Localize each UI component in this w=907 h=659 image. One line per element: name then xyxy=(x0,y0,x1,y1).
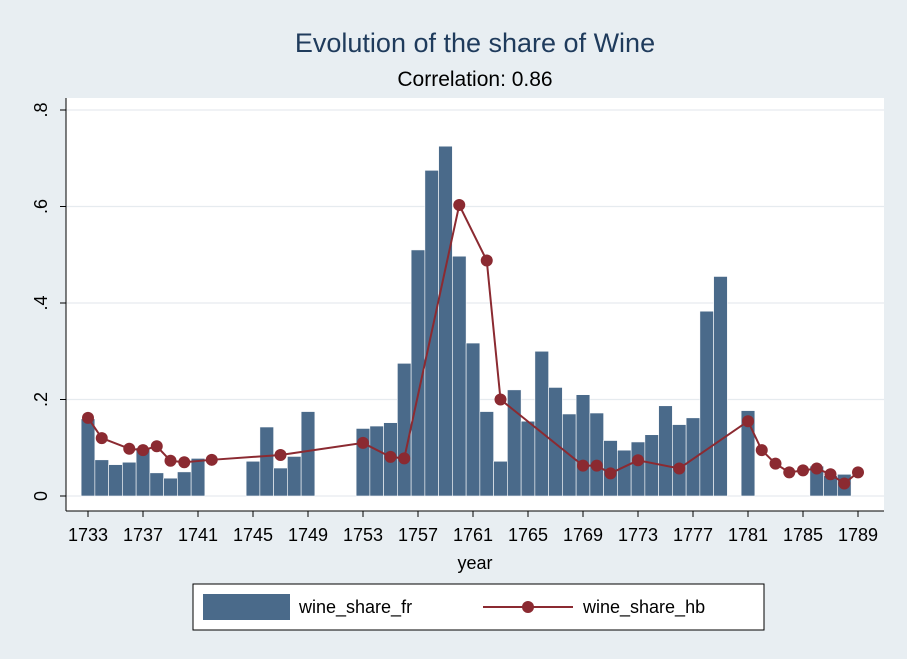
x-tick-label: 1769 xyxy=(563,525,603,545)
bar xyxy=(273,467,288,497)
bar xyxy=(699,310,714,497)
bar xyxy=(740,410,756,497)
bar xyxy=(479,411,494,497)
data-point xyxy=(590,459,603,472)
data-point xyxy=(838,477,851,490)
bar xyxy=(452,255,467,497)
x-tick-label: 1777 xyxy=(673,525,713,545)
bar-series xyxy=(80,145,852,497)
bar xyxy=(713,276,728,497)
x-tick-label: 1757 xyxy=(398,525,438,545)
data-point xyxy=(577,459,589,472)
data-point xyxy=(398,452,411,465)
x-tick-label: 1749 xyxy=(288,525,328,545)
data-point xyxy=(274,448,287,461)
bar xyxy=(259,426,274,497)
x-tick-label: 1765 xyxy=(508,525,548,545)
data-point xyxy=(95,432,108,445)
data-point xyxy=(494,393,507,406)
x-tick-label: 1785 xyxy=(783,525,823,545)
y-tick-label: 0 xyxy=(31,491,51,501)
data-point xyxy=(82,411,94,424)
data-point xyxy=(824,468,837,481)
data-point xyxy=(480,254,493,267)
bar xyxy=(493,460,508,497)
data-point xyxy=(852,466,864,479)
bar xyxy=(589,412,604,497)
data-point xyxy=(810,462,823,475)
bar xyxy=(658,405,673,497)
legend-swatch-marker xyxy=(522,601,534,613)
legend-label-bar: wine_share_fr xyxy=(298,597,412,618)
chart-subtitle: Correlation: 0.86 xyxy=(397,68,552,91)
data-point xyxy=(797,464,809,477)
bar xyxy=(245,460,261,497)
legend-label-line: wine_share_hb xyxy=(582,597,705,618)
x-tick-label: 1733 xyxy=(68,525,108,545)
bar xyxy=(548,387,563,497)
x-axis-ticks: 1733 1737 1741 1745 1749 1753 1757 1761 1765 1769… xyxy=(68,511,878,545)
data-point xyxy=(178,456,191,469)
x-tick-label: 1737 xyxy=(123,525,163,545)
data-point xyxy=(783,466,796,479)
bar xyxy=(575,394,591,497)
data-point xyxy=(632,454,644,467)
data-point xyxy=(150,440,163,453)
bar xyxy=(617,449,632,497)
data-point xyxy=(164,454,177,467)
data-point xyxy=(742,415,754,428)
y-tick-label: .4 xyxy=(31,295,51,310)
bar xyxy=(108,464,123,497)
data-point xyxy=(604,467,617,480)
data-point xyxy=(384,450,397,463)
x-tick-label: 1753 xyxy=(343,525,383,545)
x-tick-label: 1745 xyxy=(233,525,273,545)
bar xyxy=(644,434,659,497)
bar xyxy=(94,459,109,497)
bar xyxy=(80,418,96,497)
data-point xyxy=(205,453,218,466)
x-tick-label: 1773 xyxy=(618,525,658,545)
bar xyxy=(287,456,302,497)
x-tick-label: 1789 xyxy=(838,525,878,545)
bar xyxy=(672,424,687,497)
data-point xyxy=(769,457,782,470)
x-tick-label: 1741 xyxy=(178,525,218,545)
y-tick-label: .8 xyxy=(31,102,51,117)
bar xyxy=(520,420,536,497)
data-point xyxy=(137,444,149,457)
bar xyxy=(149,472,164,497)
bar xyxy=(190,458,206,497)
data-point xyxy=(123,442,136,455)
chart-title: Evolution of the share of Wine xyxy=(295,28,655,58)
bar xyxy=(300,411,316,497)
legend-swatch-bar xyxy=(203,594,290,620)
x-axis-title: year xyxy=(457,553,492,573)
bar xyxy=(465,342,481,497)
legend: wine_share_fr wine_share_hb xyxy=(192,583,765,631)
y-axis-ticks: 0 .2 .4 .6 .8 xyxy=(31,102,66,501)
x-tick-label: 1761 xyxy=(453,525,493,545)
bar xyxy=(163,477,178,497)
y-tick-label: .2 xyxy=(31,392,51,407)
bar xyxy=(177,471,192,497)
bar xyxy=(438,145,453,497)
y-tick-label: .6 xyxy=(31,199,51,214)
data-point xyxy=(755,444,768,457)
bar xyxy=(534,350,549,497)
bar xyxy=(397,363,412,497)
bar xyxy=(630,441,646,497)
line-series xyxy=(82,199,864,490)
bar xyxy=(122,461,137,497)
x-tick-label: 1781 xyxy=(728,525,768,545)
data-point xyxy=(673,462,686,475)
data-point xyxy=(357,436,369,449)
bar xyxy=(369,425,384,497)
data-point xyxy=(453,199,466,212)
